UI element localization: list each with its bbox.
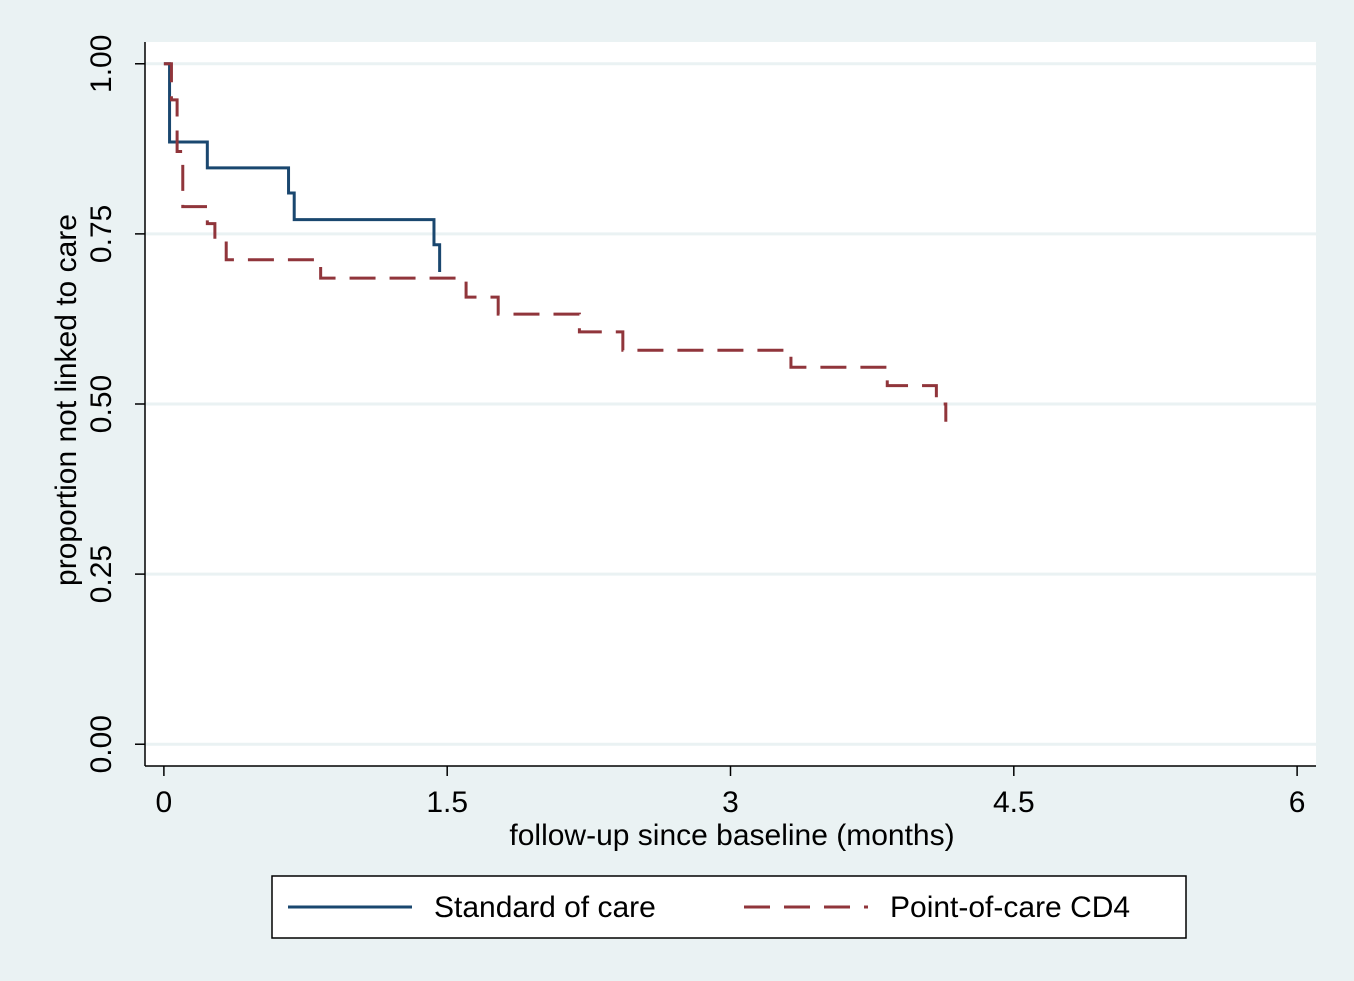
survival-line <box>163 62 442 272</box>
x-tick-label: 0 <box>156 786 173 819</box>
legend-label: Point-of-care CD4 <box>890 891 1130 924</box>
legend <box>271 875 1187 939</box>
y-tick-label: 0.75 <box>85 205 118 263</box>
y-tick-label: 1.00 <box>85 35 118 93</box>
x-tick-label: 4.5 <box>993 786 1035 819</box>
legend-label: Standard of care <box>434 891 656 924</box>
x-tick-label: 6 <box>1289 786 1306 819</box>
x-tick-label: 3 <box>722 786 739 819</box>
y-tick-label: 0.50 <box>85 375 118 433</box>
y-axis-title: proportion not linked to care <box>50 214 83 586</box>
y-tick-label: 0.25 <box>85 545 118 603</box>
x-tick-label: 1.5 <box>426 786 468 819</box>
x-axis-title: follow-up since baseline (months) <box>509 819 954 852</box>
y-tick-label: 0.00 <box>85 715 118 773</box>
